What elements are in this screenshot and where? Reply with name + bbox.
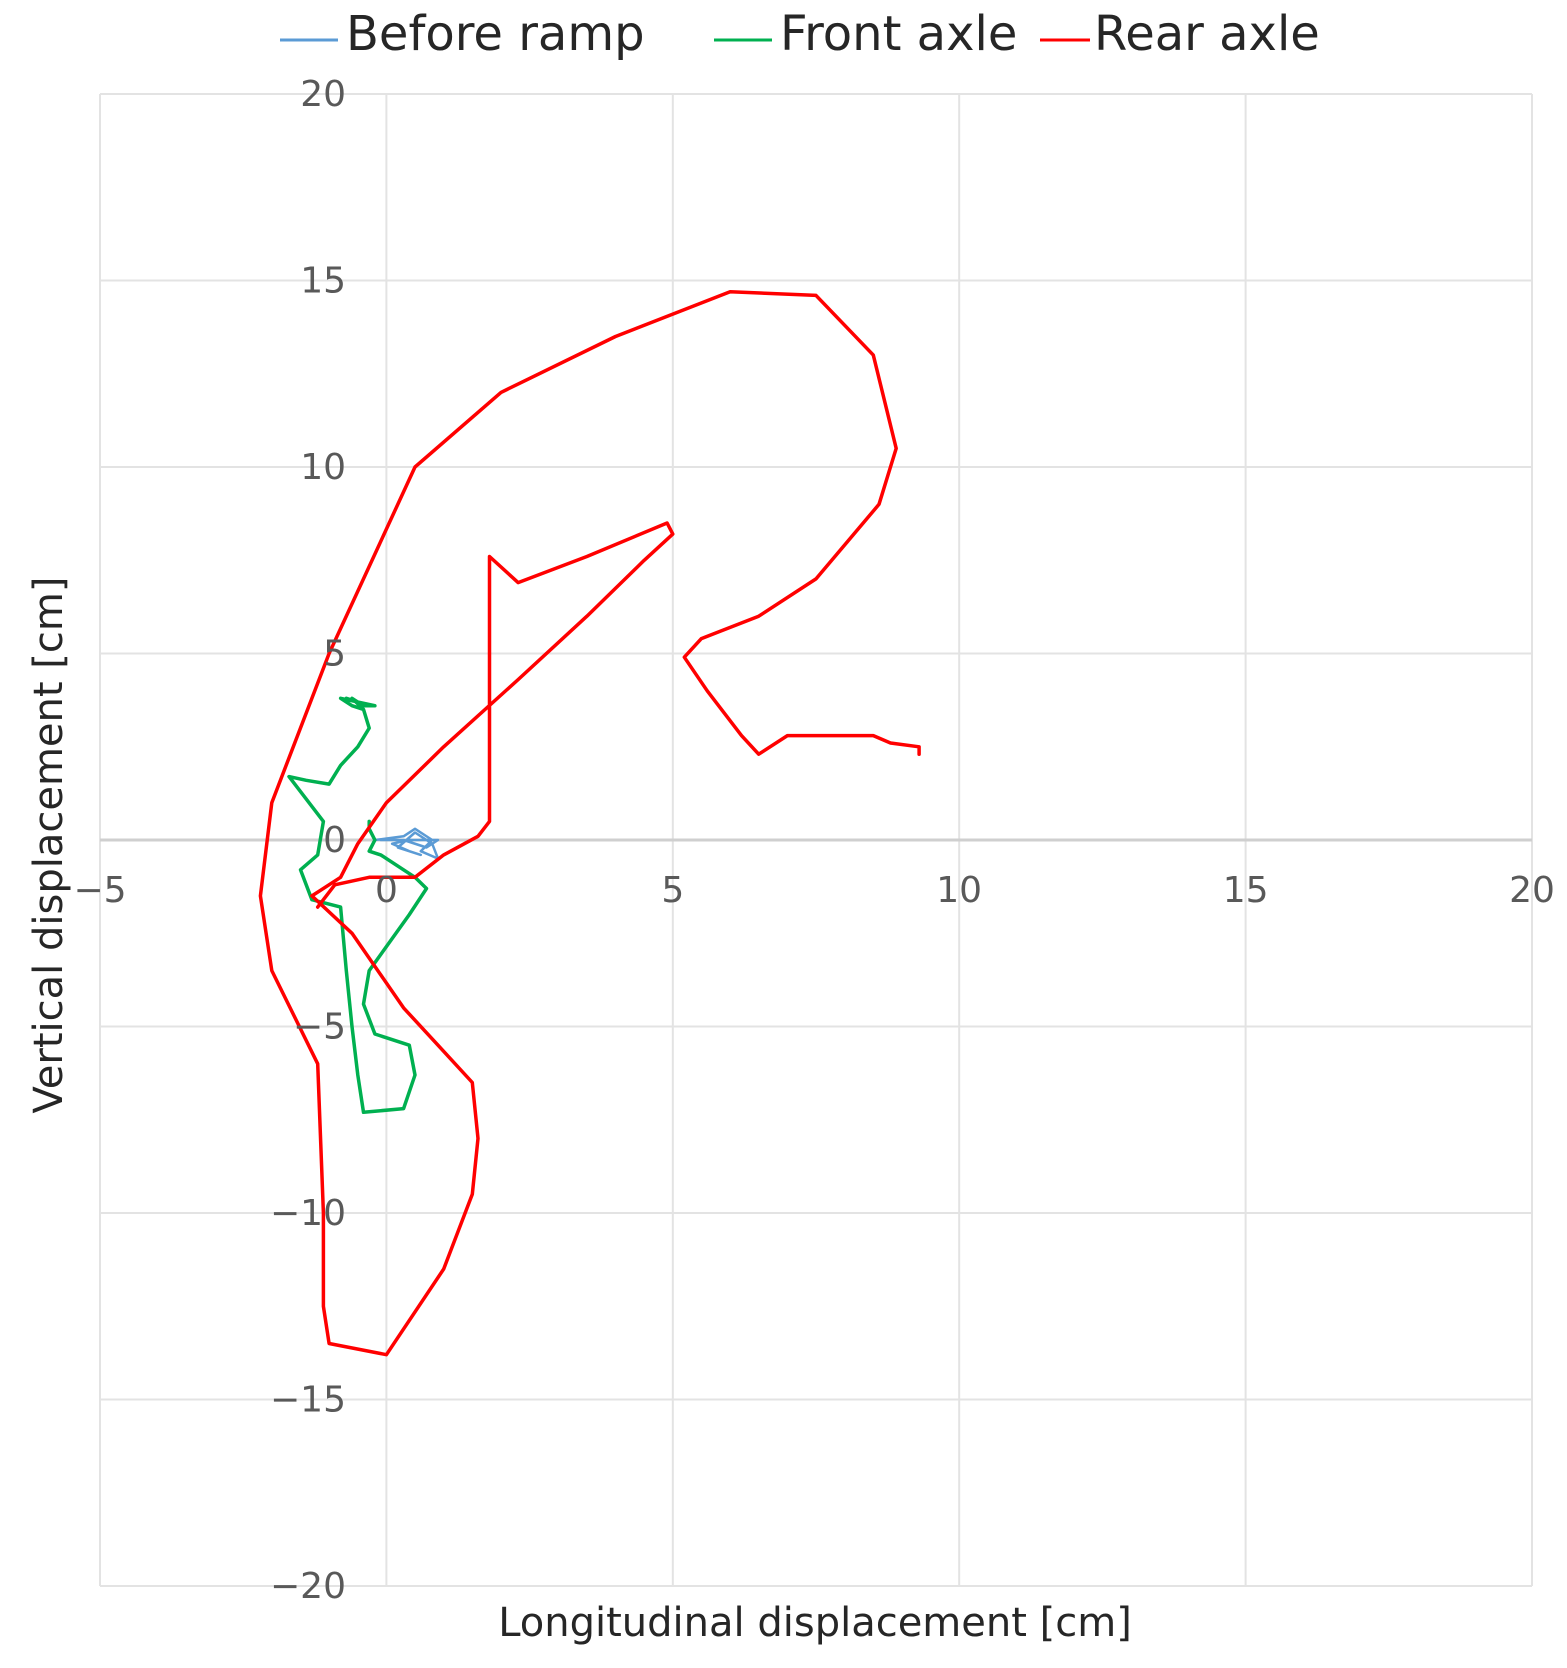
tick-labels: −5 0 5 10 15 20 20 15 10 5 0 −5 −10 −15 −20	[73, 74, 1554, 1607]
y-tick-label: 0	[323, 820, 346, 861]
legend: Before ramp Front axle Rear axle	[280, 6, 1320, 62]
y-tick-label: 20	[300, 74, 346, 115]
x-tick-label: 5	[661, 870, 684, 911]
legend-label-before-ramp: Before ramp	[346, 6, 645, 62]
y-tick-label: −20	[270, 1566, 346, 1607]
x-tick-label: 10	[936, 870, 982, 911]
legend-item-front-axle[interactable]: Front axle	[714, 6, 1017, 62]
series-line-front-axle	[287, 696, 429, 1115]
y-tick-label: 10	[300, 447, 346, 488]
y-tick-label: 5	[323, 634, 346, 675]
y-tick-label: −10	[270, 1193, 346, 1234]
x-tick-label: 15	[1223, 870, 1269, 911]
x-tick-label: 0	[375, 870, 398, 911]
legend-label-rear-axle: Rear axle	[1094, 6, 1320, 62]
x-axis-title: Longitudinal displacement [cm]	[498, 1600, 1132, 1646]
y-tick-label: −15	[270, 1380, 346, 1421]
x-tick-label: 20	[1509, 870, 1555, 911]
series-layer	[258, 289, 921, 1357]
series-line-rear-axle	[258, 289, 921, 1357]
series-line-before-ramp	[373, 827, 440, 860]
legend-item-rear-axle[interactable]: Rear axle	[1040, 6, 1320, 62]
x-tick-label: −5	[73, 870, 126, 911]
y-axis-title: Vertical displacement [cm]	[26, 577, 72, 1114]
y-tick-label: 15	[300, 261, 346, 302]
grid	[99, 93, 1533, 1587]
legend-label-front-axle: Front axle	[780, 6, 1017, 62]
y-tick-label: −5	[293, 1007, 346, 1048]
legend-item-before-ramp[interactable]: Before ramp	[280, 6, 645, 62]
